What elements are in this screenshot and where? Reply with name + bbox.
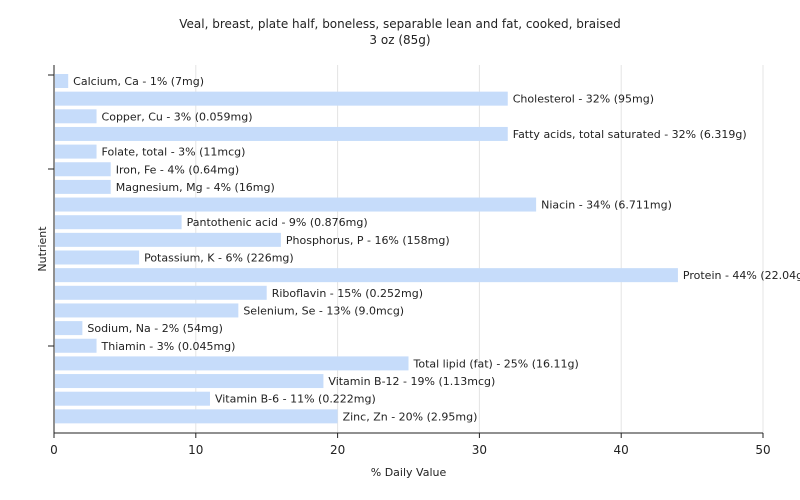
bar-label: Selenium, Se - 13% (9.0mcg): [243, 304, 404, 317]
plot-area: [54, 65, 763, 433]
bar-label: Magnesium, Mg - 4% (16mg): [116, 181, 275, 194]
x-tick-label: 20: [330, 443, 345, 457]
x-axis-title: % Daily Value: [371, 466, 447, 479]
bar-label: Riboflavin - 15% (0.252mg): [272, 287, 423, 300]
x-tick-label: 50: [755, 443, 770, 457]
bar: [55, 338, 97, 353]
bar: [55, 409, 338, 424]
bar-label: Protein - 44% (22.04g): [683, 269, 800, 282]
bar: [55, 374, 324, 389]
bar-label: Potassium, K - 6% (226mg): [144, 252, 294, 265]
bar-label: Vitamin B-12 - 19% (1.13mcg): [328, 375, 495, 388]
bar-label: Phosphorus, P - 16% (158mg): [286, 234, 450, 247]
bar-label: Fatty acids, total saturated - 32% (6.31…: [513, 128, 747, 141]
chart-title: Veal, breast, plate half, boneless, sepa…: [0, 16, 800, 48]
bar-label: Copper, Cu - 3% (0.059mg): [102, 110, 253, 123]
bar-label: Total lipid (fat) - 25% (16.11g): [413, 357, 579, 370]
bar-label: Pantothenic acid - 9% (0.876mg): [187, 216, 368, 229]
bar: [55, 179, 111, 194]
bar: [55, 126, 508, 141]
bar: [55, 268, 678, 283]
bar: [55, 215, 182, 230]
bar: [55, 91, 508, 106]
bar: [55, 250, 140, 265]
bar-label: Folate, total - 3% (11mcg): [102, 146, 246, 159]
chart-title-line: Veal, breast, plate half, boneless, sepa…: [179, 17, 621, 31]
x-tick-label: 0: [50, 443, 58, 457]
bar: [55, 74, 69, 88]
bar: [55, 391, 210, 406]
x-tick-label: 30: [472, 443, 487, 457]
bar-label: Zinc, Zn - 20% (2.95mg): [343, 410, 478, 423]
bar: [55, 144, 97, 159]
bar: [55, 321, 83, 336]
y-axis-title: Nutrient: [36, 226, 49, 272]
bar: [55, 285, 267, 300]
chart-subtitle: 3 oz (85g): [369, 33, 431, 47]
bar-label: Vitamin B-6 - 11% (0.222mg): [215, 393, 376, 406]
bar: [55, 356, 409, 371]
bar-label: Cholesterol - 32% (95mg): [513, 93, 654, 106]
bar-label: Thiamin - 3% (0.045mg): [101, 340, 236, 353]
bar: [55, 162, 111, 177]
x-tick-label: 10: [188, 443, 203, 457]
bar: [55, 197, 537, 212]
bar: [55, 109, 97, 124]
x-tick-label: 40: [614, 443, 629, 457]
bar-label: Calcium, Ca - 1% (7mg): [73, 75, 204, 88]
bar: [55, 303, 239, 318]
bar-label: Niacin - 34% (6.711mg): [541, 199, 672, 212]
bar-label: Iron, Fe - 4% (0.64mg): [116, 163, 239, 176]
bar-label: Sodium, Na - 2% (54mg): [87, 322, 223, 335]
bar: [55, 232, 281, 247]
